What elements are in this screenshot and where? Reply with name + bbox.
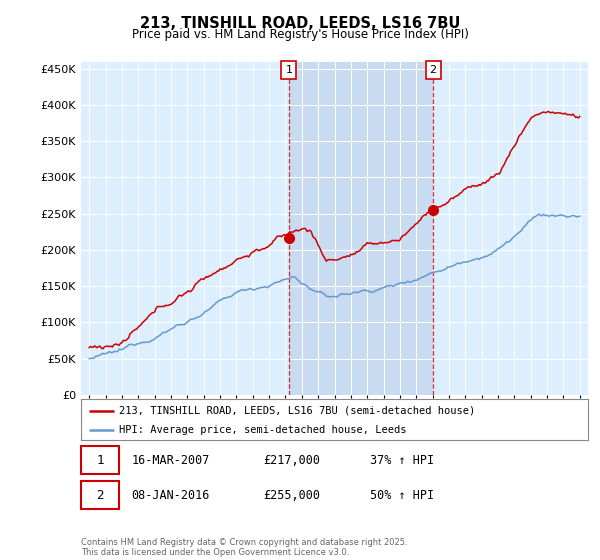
Bar [289,62,433,395]
Text: 2: 2 [430,66,437,75]
Text: 50% ↑ HPI: 50% ↑ HPI [370,489,434,502]
Text: 37% ↑ HPI: 37% ↑ HPI [370,454,434,466]
FancyBboxPatch shape [81,446,119,474]
Text: 08-JAN-2016: 08-JAN-2016 [132,489,210,502]
Text: 213, TINSHILL ROAD, LEEDS, LS16 7BU: 213, TINSHILL ROAD, LEEDS, LS16 7BU [140,16,460,31]
Text: 2: 2 [96,489,104,502]
Text: 213, TINSHILL ROAD, LEEDS, LS16 7BU (semi-detached house): 213, TINSHILL ROAD, LEEDS, LS16 7BU (sem… [119,405,475,416]
Text: 1: 1 [286,66,292,75]
FancyBboxPatch shape [81,481,119,510]
Text: 1: 1 [96,454,104,466]
Text: Contains HM Land Registry data © Crown copyright and database right 2025.
This d: Contains HM Land Registry data © Crown c… [81,538,407,557]
Text: 16-MAR-2007: 16-MAR-2007 [132,454,210,466]
Text: £217,000: £217,000 [263,454,320,466]
Text: HPI: Average price, semi-detached house, Leeds: HPI: Average price, semi-detached house,… [119,424,407,435]
Text: Price paid vs. HM Land Registry's House Price Index (HPI): Price paid vs. HM Land Registry's House … [131,28,469,41]
Text: £255,000: £255,000 [263,489,320,502]
